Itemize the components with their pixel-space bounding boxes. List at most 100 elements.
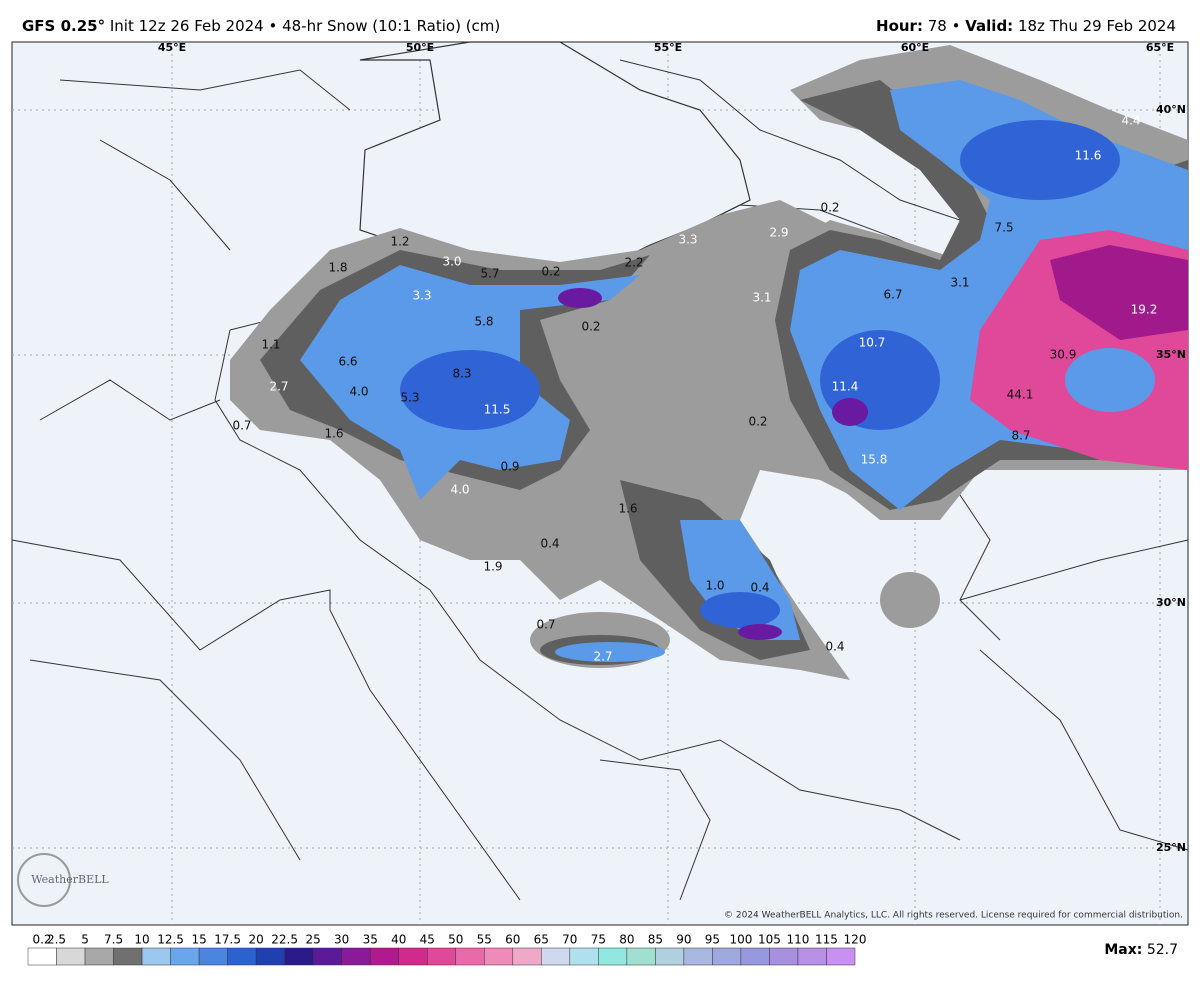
colorbar-swatch — [27, 947, 57, 966]
snow-deep-blue — [400, 120, 1120, 628]
snow-label: 8.3 — [452, 367, 471, 381]
snow-label: 11.6 — [1075, 149, 1102, 163]
max: 52.7 — [1147, 942, 1178, 958]
colorbar-label: 2.5 — [47, 933, 66, 947]
colorbar-swatch — [797, 947, 827, 966]
hour: 78 — [928, 17, 947, 35]
snow-label: 0.4 — [750, 581, 769, 595]
colorbar-swatch — [769, 947, 799, 966]
description: Init 12z 26 Feb 2024 • 48-hr Snow (10:1 … — [110, 17, 500, 35]
colorbar-label: 22.5 — [271, 933, 298, 947]
colorbar-label: 10 — [134, 933, 149, 947]
snow-label: 0.2 — [541, 265, 560, 279]
snow-label: 11.5 — [484, 403, 511, 417]
snow-label: 2.2 — [624, 256, 643, 270]
snow-label: 3.0 — [442, 255, 461, 269]
colorbar-label: 85 — [648, 933, 663, 947]
snow-label: 3.3 — [412, 289, 431, 303]
snow-labels: 1.2 3.0 1.8 5.7 0.2 2.2 3.3 2.9 0.2 7.5 11.6 4.4 3.3… — [232, 114, 1157, 664]
colorbar-label: 70 — [562, 933, 577, 947]
lon-label: 55°E — [654, 41, 682, 54]
lat-label: 25°N — [1156, 841, 1186, 854]
snow-label: 1.9 — [483, 560, 502, 574]
lat-label: 30°N — [1156, 596, 1186, 609]
copyright: © 2024 WeatherBELL Analytics, LLC. All r… — [724, 911, 1183, 921]
snow-label: 3.1 — [950, 276, 969, 290]
colorbar-swatch — [683, 947, 713, 966]
snow-label: 6.6 — [338, 355, 357, 369]
colorbar-label: 15 — [191, 933, 206, 947]
colorbar-label: 50 — [448, 933, 463, 947]
colorbar-swatch — [170, 947, 200, 966]
snow-label: 15.8 — [861, 453, 888, 467]
colorbar-label: 30 — [334, 933, 349, 947]
colorbar-swatch — [113, 947, 143, 966]
header-right: Hour: 78 • Valid: 18z Thu 29 Feb 2024 — [876, 17, 1176, 35]
colorbar-label: 45 — [420, 933, 435, 947]
snow-label: 2.7 — [593, 650, 612, 664]
snow-label: 0.2 — [748, 415, 767, 429]
hour-label: Hour: — [876, 17, 923, 35]
model: GFS 0.25° — [22, 17, 105, 35]
colorbar-label: 20 — [248, 933, 263, 947]
colorbar-label: 5 — [81, 933, 89, 947]
snow-label: 0.7 — [536, 618, 555, 632]
max-value: Max: 52.7 — [1104, 942, 1178, 958]
colorbar-swatch — [255, 947, 285, 966]
colorbar-label: 75 — [591, 933, 606, 947]
colorbar-swatch — [141, 947, 171, 966]
snow-label: 19.2 — [1131, 303, 1158, 317]
snow-label: 3.1 — [752, 291, 771, 305]
snow-label: 0.7 — [232, 419, 251, 433]
snow-label: 1.6 — [324, 427, 343, 441]
colorbar-label: 40 — [391, 933, 406, 947]
colorbar-label: 110 — [787, 933, 810, 947]
snow-label: 1.1 — [261, 338, 280, 352]
colorbar-swatch — [712, 947, 742, 966]
colorbar-swatch — [227, 947, 257, 966]
colorbar-label: 90 — [676, 933, 691, 947]
snow-label: 5.3 — [400, 391, 419, 405]
snow-label: 10.7 — [859, 336, 886, 350]
snow-label: 4.0 — [349, 385, 368, 399]
snow-label: 0.9 — [500, 460, 519, 474]
colorbar-swatch — [655, 947, 685, 966]
colorbar-swatch — [56, 947, 86, 966]
snow-label: 8.7 — [1011, 429, 1030, 443]
colorbar-swatch — [198, 947, 228, 966]
snow-label: 4.0 — [450, 483, 469, 497]
colorbar-swatch — [312, 947, 342, 966]
colorbar-swatch — [626, 947, 656, 966]
colorbar-swatch — [740, 947, 770, 966]
colorbar-label: 80 — [619, 933, 634, 947]
snow-label: 5.7 — [480, 267, 499, 281]
colorbar-swatch — [426, 947, 457, 966]
colorbar-label: 95 — [705, 933, 720, 947]
colorbar-label: 7.5 — [104, 933, 123, 947]
max-label: Max: — [1104, 942, 1142, 958]
colorbar-swatch — [84, 947, 114, 966]
colorbar-swatch — [455, 947, 485, 966]
colorbar-label: 0.2 — [32, 933, 51, 947]
snow-label: 1.0 — [705, 579, 724, 593]
valid-label: Valid: — [965, 17, 1013, 35]
logo: WeatherBELL — [17, 853, 109, 907]
colorbar-swatch — [484, 947, 514, 966]
colorbar-label: 17.5 — [214, 933, 241, 947]
snow-label: 2.7 — [269, 380, 288, 394]
snow-label: 5.8 — [474, 315, 493, 329]
lon-label: 50°E — [406, 41, 434, 54]
lon-label: 60°E — [901, 41, 929, 54]
separator: • — [952, 17, 961, 35]
snow-label: 4.4 — [1121, 114, 1140, 128]
colorbar-label: 115 — [815, 933, 838, 947]
snow-label: 3.3 — [678, 233, 697, 247]
valid: 18z Thu 29 Feb 2024 — [1018, 17, 1176, 35]
lon-label: 65°E — [1146, 41, 1174, 54]
lat-label: 40°N — [1156, 103, 1186, 116]
colorbar-swatch — [398, 947, 428, 966]
colorbar-label: 100 — [729, 933, 752, 947]
colorbar-label: 65 — [534, 933, 549, 947]
snow-label: 6.7 — [883, 288, 902, 302]
caspian-sea — [359, 41, 751, 271]
